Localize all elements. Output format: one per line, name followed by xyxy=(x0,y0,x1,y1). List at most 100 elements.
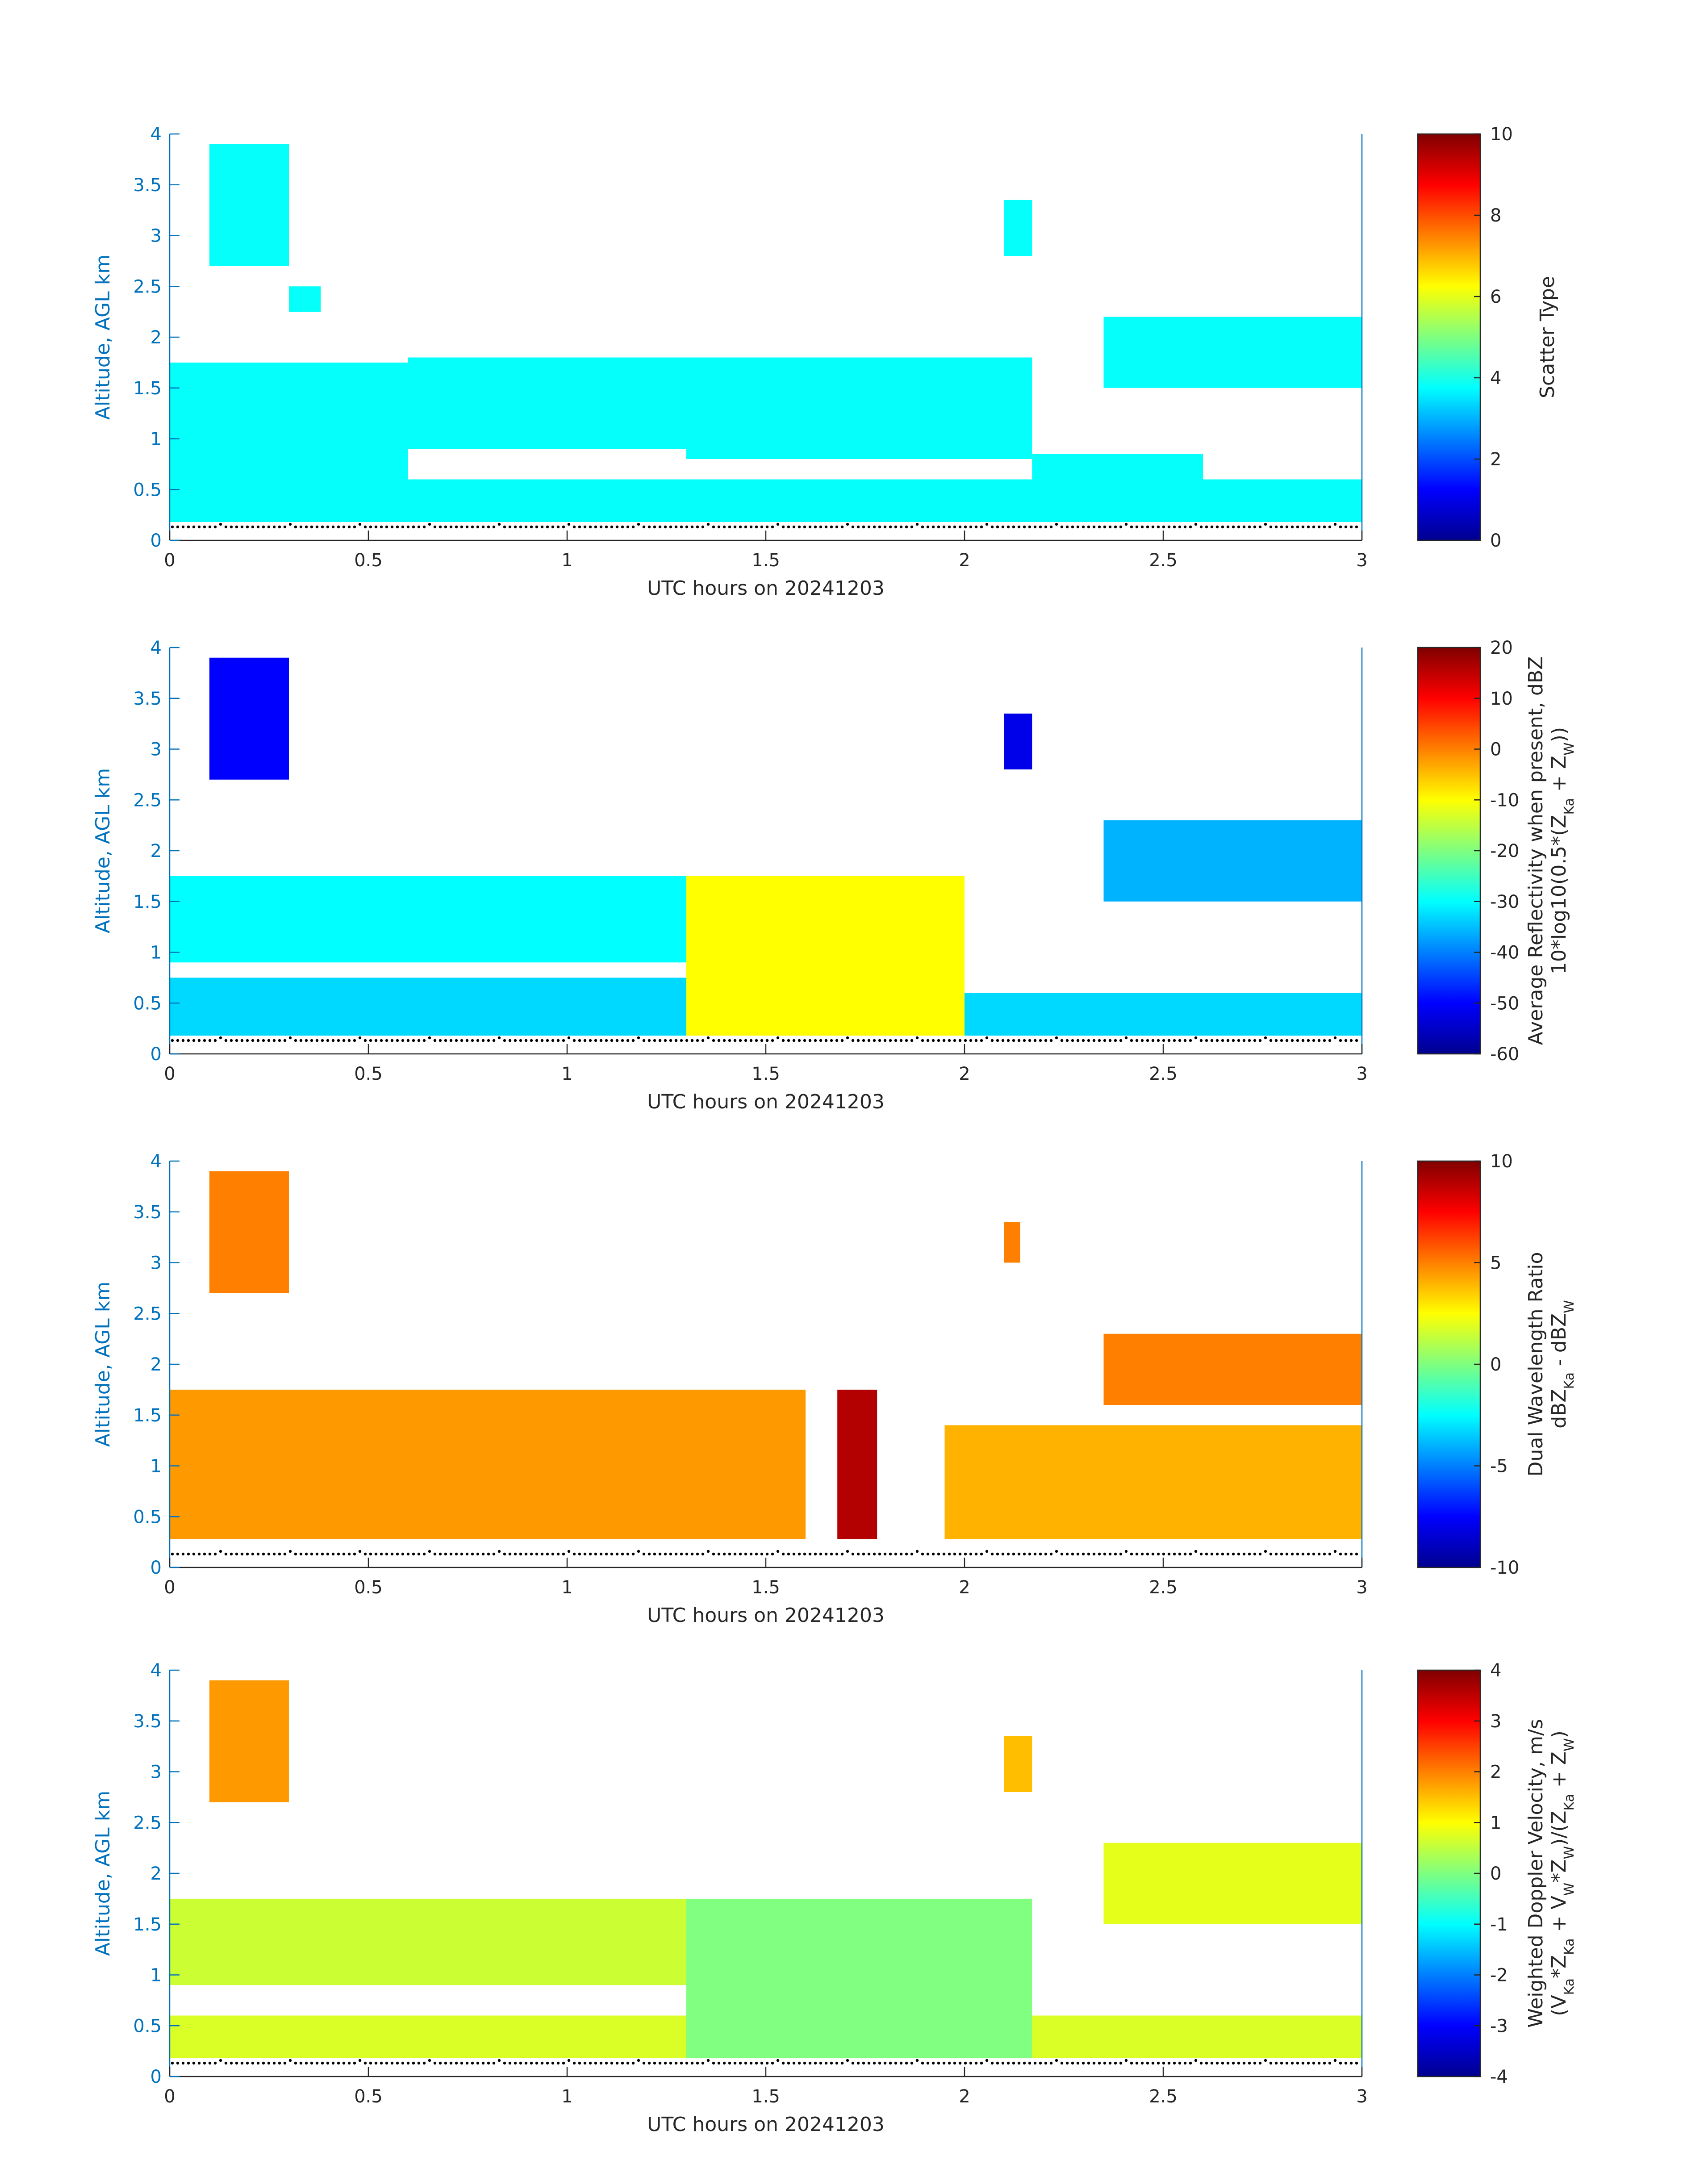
x-tick-label: 0 xyxy=(164,1064,175,1084)
colorbar-label-line: Dual Wavelength Ratio xyxy=(1524,1252,1547,1477)
echo-region-5 xyxy=(209,657,289,780)
y-tick-label: 4 xyxy=(150,638,162,658)
echo-region-3 xyxy=(170,876,686,963)
y-tick-label: 2.5 xyxy=(133,1813,162,1833)
echo-region-1 xyxy=(170,1898,686,1985)
y-tick-label: 2.5 xyxy=(133,790,162,811)
echo-region-2 xyxy=(1103,1333,1362,1405)
y-tick-label: 4 xyxy=(150,1151,162,1172)
x-tick-label: 2 xyxy=(959,1577,970,1598)
colorbar-label-line: dBZKa - dBZW xyxy=(1548,1300,1577,1429)
x-tick-label: 0 xyxy=(164,2086,175,2107)
y-tick-label: 0 xyxy=(150,1558,162,1578)
echo-region-7 xyxy=(289,286,321,312)
colorbar-gradient xyxy=(1417,1160,1481,1568)
echo-region-8 xyxy=(1004,200,1032,256)
y-tick-label: 3 xyxy=(150,740,162,760)
colorbar-tick-label: -4 xyxy=(1490,2067,1508,2087)
echo-region-6 xyxy=(1004,713,1032,769)
y-tick-label: 0.5 xyxy=(133,2016,162,2036)
x-axis-label: UTC hours on 20241203 xyxy=(647,1604,885,1627)
surface-dots xyxy=(171,1550,1358,1556)
y-tick-label: 0 xyxy=(150,1044,162,1065)
x-tick-label: 3 xyxy=(1356,550,1367,571)
x-tick-label: 2 xyxy=(959,550,970,571)
x-tick-label: 1.5 xyxy=(752,550,780,571)
x-tick-label: 1.5 xyxy=(752,1577,780,1598)
colorbar: -60 -50 -40 -30 -20 -10 0 10 20 Average Reflectiv… xyxy=(1417,638,1577,1065)
colorbar-gradient xyxy=(1417,133,1481,541)
x-tick-label: 1 xyxy=(561,550,572,571)
colorbar-tick-label: 3 xyxy=(1490,1711,1501,1732)
colorbar-tick-label: 10 xyxy=(1490,689,1513,709)
echo-region-4 xyxy=(209,1171,289,1293)
echo-regions xyxy=(170,657,1362,1036)
echo-region-3 xyxy=(1103,1843,1362,1924)
echo-regions xyxy=(170,144,1362,522)
y-tick-label: 2 xyxy=(150,1354,162,1375)
x-tick-label: 0.5 xyxy=(354,1064,383,1084)
colorbar-tick-label: -20 xyxy=(1490,841,1519,861)
x-tick-label: 1.5 xyxy=(752,2086,780,2107)
x-tick-label: 1.5 xyxy=(752,1064,780,1084)
colorbar-tick-label: 0 xyxy=(1490,1864,1501,1884)
echo-region-0 xyxy=(170,1389,806,1539)
echo-region-4 xyxy=(209,1680,289,1802)
echo-region-3 xyxy=(837,1389,877,1539)
y-tick-label: 3.5 xyxy=(133,1711,162,1732)
echo-region-1 xyxy=(944,1425,1362,1539)
y-tick-label: 1 xyxy=(150,1456,162,1477)
colorbar-gradient xyxy=(1417,1669,1481,2077)
y-axis-label: Altitude, AGL km xyxy=(92,1791,114,1956)
x-tick-label: 2 xyxy=(959,1064,970,1084)
colorbar-gradient xyxy=(1417,647,1481,1055)
echo-region-1 xyxy=(686,876,965,1036)
colorbar-tick-label: 20 xyxy=(1490,638,1513,658)
y-tick-label: 0.5 xyxy=(133,993,162,1014)
colorbar-label-line: (VKa*ZKa + VW*ZW)/(ZKa + ZW) xyxy=(1548,1730,1577,2016)
y-tick-label: 2.5 xyxy=(133,276,162,297)
y-tick-label: 1 xyxy=(150,943,162,963)
colorbar-tick-label: -10 xyxy=(1490,790,1519,811)
y-tick-label: 1.5 xyxy=(133,1405,162,1426)
y-tick-label: 3 xyxy=(150,1253,162,1274)
x-tick-label: 1 xyxy=(561,1577,572,1598)
colorbar: -4 -3 -2 -1 0 1 2 3 4 Weighted Doppler Velocity, … xyxy=(1417,1660,1577,2087)
surface-dots xyxy=(171,1036,1358,1042)
colorbar-tick-label: 0 xyxy=(1490,531,1501,551)
panel-doppler-velocity: 0 0.5 1 1.5 2 2.5 3 3.5 4 0 0.5 1 1.5 2 2.5 3 Altitude, … xyxy=(92,1660,1577,2136)
colorbar-tick-label: 4 xyxy=(1490,368,1501,389)
y-tick-label: 0.5 xyxy=(133,480,162,500)
echo-region-5 xyxy=(1103,317,1362,388)
x-tick-label: 0.5 xyxy=(354,1577,383,1598)
x-tick-label: 2.5 xyxy=(1149,1577,1178,1598)
colorbar-tick-label: 10 xyxy=(1490,124,1513,145)
colorbar-tick-label: 8 xyxy=(1490,205,1501,226)
echo-region-2 xyxy=(965,993,1362,1036)
colorbar-label-line: Scatter Type xyxy=(1536,276,1559,398)
x-tick-label: 0.5 xyxy=(354,2086,383,2107)
colorbar-label-line: Average Reflectivity when present, dBZ xyxy=(1524,656,1547,1045)
x-tick-label: 3 xyxy=(1356,1064,1367,1084)
x-tick-label: 0.5 xyxy=(354,550,383,571)
y-tick-label: 3.5 xyxy=(133,175,162,196)
x-tick-label: 2.5 xyxy=(1149,550,1178,571)
x-tick-label: 1 xyxy=(561,1064,572,1084)
echo-region-5 xyxy=(1004,1222,1020,1263)
panel-dual-wavelength-ratio: 0 0.5 1 1.5 2 2.5 3 3.5 4 0 0.5 1 1.5 2 2.5 3 Altitude, … xyxy=(92,1151,1577,1627)
y-axis-label: Altitude, AGL km xyxy=(92,255,114,420)
echo-region-4 xyxy=(1032,454,1203,490)
x-tick-label: 2.5 xyxy=(1149,2086,1178,2107)
surface-dots xyxy=(171,522,1358,529)
colorbar: 0 2 4 6 8 10 Scatter Type xyxy=(1417,124,1559,551)
y-tick-label: 1.5 xyxy=(133,892,162,912)
colorbar-tick-label: -60 xyxy=(1490,1044,1519,1065)
echo-regions xyxy=(170,1680,1362,2059)
y-tick-label: 4 xyxy=(150,124,162,145)
colorbar-tick-label: -1 xyxy=(1490,1914,1508,1935)
colorbar-tick-label: 0 xyxy=(1490,1354,1501,1375)
colorbar-tick-label: -3 xyxy=(1490,2016,1508,2036)
colorbar-tick-label: 6 xyxy=(1490,287,1501,307)
panel-reflectivity: 0 0.5 1 1.5 2 2.5 3 3.5 4 0 0.5 1 1.5 2 2.5 3 Altitude, … xyxy=(92,638,1577,1113)
